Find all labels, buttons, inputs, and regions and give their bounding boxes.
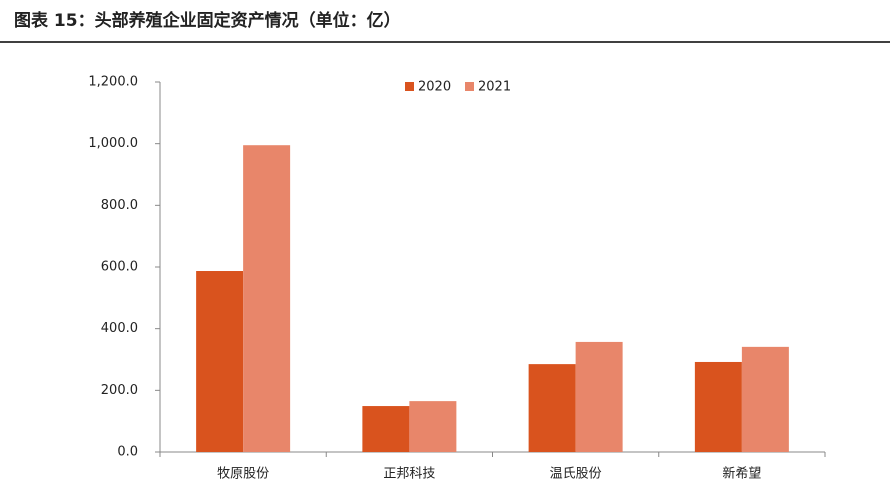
legend-swatch bbox=[405, 82, 414, 91]
x-tick-label: 正邦科技 bbox=[383, 467, 435, 482]
legend-swatch bbox=[465, 82, 474, 91]
y-tick-label: 200.0 bbox=[101, 383, 138, 398]
legend-label: 2020 bbox=[418, 80, 451, 95]
bar bbox=[528, 364, 576, 452]
bar bbox=[575, 341, 623, 452]
legend-label: 2021 bbox=[478, 80, 511, 95]
y-tick-label: 1,200.0 bbox=[88, 75, 138, 90]
x-tick-label: 牧原股份 bbox=[217, 467, 269, 482]
x-tick-label: 新希望 bbox=[722, 466, 761, 482]
bar bbox=[409, 401, 457, 452]
bar bbox=[741, 346, 789, 452]
y-tick-label: 600.0 bbox=[101, 260, 138, 275]
bar bbox=[243, 145, 291, 453]
bar bbox=[362, 406, 410, 452]
bar bbox=[196, 271, 244, 452]
y-tick-label: 0.0 bbox=[117, 445, 138, 460]
chart-title: 图表 15：头部养殖企业固定资产情况（单位：亿） bbox=[14, 10, 401, 31]
y-tick-label: 800.0 bbox=[101, 198, 138, 213]
x-tick-label: 温氏股份 bbox=[550, 467, 602, 482]
bar bbox=[694, 361, 742, 452]
y-tick-label: 1,000.0 bbox=[88, 136, 138, 151]
y-tick-label: 400.0 bbox=[101, 321, 138, 336]
